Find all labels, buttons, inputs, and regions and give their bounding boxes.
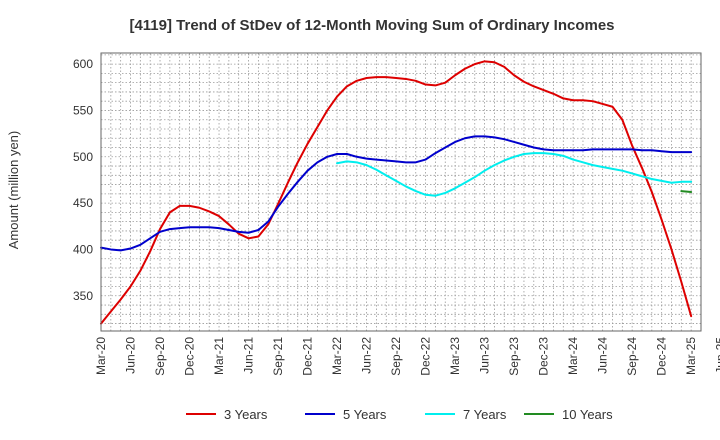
y-tick-label: 600 [73,57,93,71]
y-tick-label: 500 [73,150,93,164]
legend-label-3-years: 3 Years [224,407,268,422]
x-tick-label: Dec-22 [419,337,433,376]
x-tick-label: Mar-23 [448,337,462,375]
x-tick-label: Dec-20 [183,337,197,376]
x-tick-label: Sep-24 [625,337,639,376]
grid [101,53,701,331]
x-tick-label: Jun-24 [596,337,610,374]
y-tick-label: 350 [73,289,93,303]
x-tick-label: Mar-25 [684,337,698,375]
x-tick-label: Jun-22 [360,337,374,374]
series-line-7-years [336,152,693,197]
x-tick-label: Sep-21 [271,337,285,376]
series-line-10-years [680,190,693,193]
plot-frame [100,52,702,332]
x-tick-label: Dec-24 [655,337,669,376]
x-tick-labels: Mar-20 Jun-20 Sep-20 Dec-20 Mar-21 Jun-21 Sep-… [94,337,720,376]
chart-title: [4119] Trend of StDev of 12-Month Moving… [129,17,614,34]
x-tick-label: Jun-25 [714,337,720,374]
x-tick-label: Mar-20 [94,337,108,375]
x-tick-label: Mar-24 [566,337,580,375]
legend: 3 Years 5 Years 7 Years 10 Years [186,407,613,422]
y-axis-label: Amount (million yen) [6,131,21,250]
legend-label-5-years: 5 Years [343,407,387,422]
x-tick-label: Mar-22 [330,337,344,375]
legend-label-7-years: 7 Years [463,407,507,422]
x-tick-label: Jun-20 [124,337,138,374]
x-tick-label: Sep-20 [153,337,167,376]
y-tick-labels: 350 400 450 500 550 600 [73,57,93,303]
x-tick-label: Sep-22 [389,337,403,376]
y-tick-label: 400 [73,242,93,256]
x-tick-label: Jun-21 [242,337,256,374]
x-tick-label: Mar-21 [212,337,226,375]
y-tick-label: 550 [73,103,93,117]
series-line-5-years [100,135,693,252]
x-tick-label: Dec-23 [537,337,551,376]
x-tick-label: Jun-23 [478,337,492,374]
x-tick-label: Sep-23 [507,337,521,376]
y-tick-label: 450 [73,196,93,210]
series-line-3-years [100,60,693,325]
series-layer [100,60,693,325]
legend-label-10-years: 10 Years [562,407,613,422]
x-tick-label: Dec-21 [301,337,315,376]
